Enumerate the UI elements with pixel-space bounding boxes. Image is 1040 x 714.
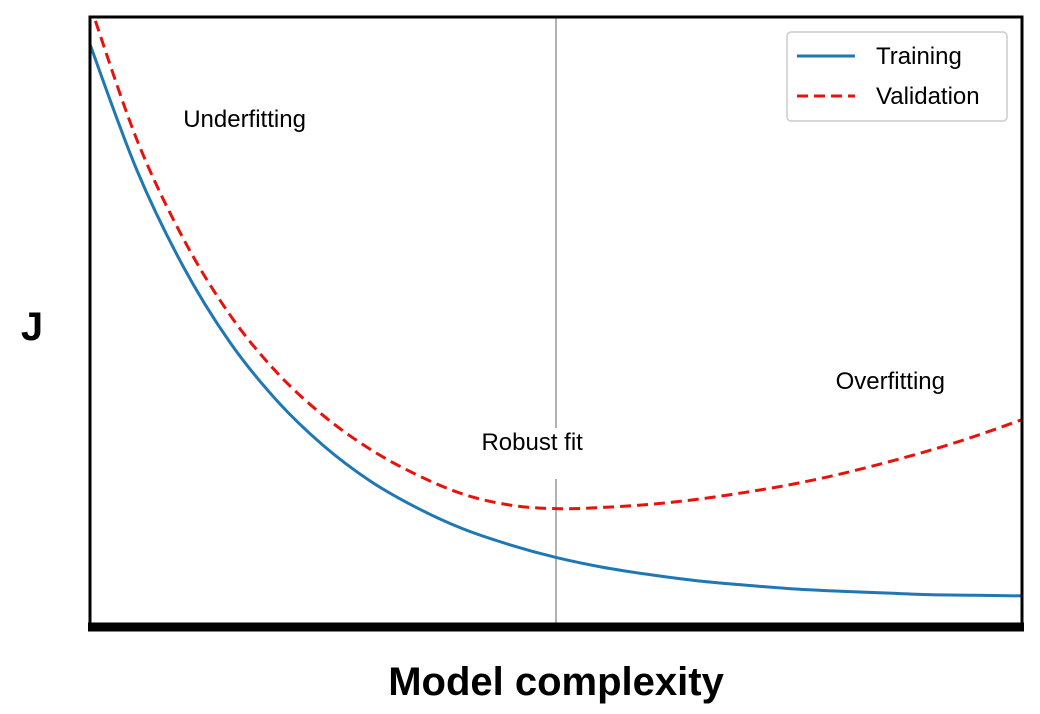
series-layer — [90, 17, 1022, 598]
annotation-underfitting: Underfitting — [183, 106, 306, 133]
legend: Training Validation — [786, 31, 1008, 122]
legend-entries: Training Validation — [797, 43, 980, 110]
annotation-layer: Underfitting Robust fit Overfitting — [183, 106, 945, 456]
annotation-robust-fit: Robust fit — [481, 429, 583, 456]
series-line-training — [90, 43, 1022, 598]
x-axis-label: Model complexity — [388, 660, 724, 704]
legend-label-validation: Validation — [876, 83, 980, 110]
y-axis-label: J — [21, 305, 43, 349]
legend-box — [786, 31, 1008, 122]
series-line-validation — [92, 17, 1022, 511]
annotation-overfitting: Overfitting — [836, 368, 945, 395]
legend-label-training: Training — [876, 43, 962, 70]
